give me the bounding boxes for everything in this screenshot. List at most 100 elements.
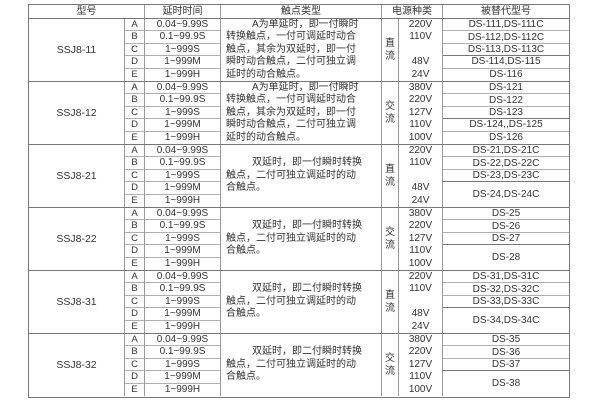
row-letter: A — [125, 334, 144, 347]
voltage-value: 110V — [409, 119, 432, 131]
power-type: 交流 — [385, 101, 395, 125]
row-letter: A — [125, 19, 144, 32]
replaced-model-column: DS-111,DS-111C DS-112,DS-112C DS-113,DS-11… — [443, 19, 569, 81]
contact-line: 合触点。 — [226, 371, 266, 383]
voltage-value: 100V — [408, 257, 433, 269]
power-type-column: 交流 — [382, 334, 399, 396]
contact-line: 合触点。 — [226, 308, 266, 320]
row-letter: C — [125, 44, 144, 57]
delay-value: 1~999M — [145, 182, 220, 195]
model-column: SSJ8-31 — [29, 271, 125, 333]
replaced-model: DS-31,DS-31C — [443, 271, 569, 284]
voltage-value: 127V — [408, 106, 433, 118]
contact-line: 触点，二付可独立调延时的动 — [226, 358, 356, 370]
voltage-value — [399, 44, 442, 56]
row-letter: B — [125, 157, 144, 170]
delay-value: 0.1~99.9S — [145, 157, 220, 170]
replaced-model: DS-126 — [489, 132, 523, 144]
row-letter: B — [125, 346, 144, 359]
replaced-model: DS-116 — [489, 69, 523, 81]
model-group: SSJ8-31 A B C D E 0.04~9.99S 0.1~99.9S 1~999S 1~9… — [29, 271, 569, 334]
contact-line: 合触点。 — [226, 182, 266, 194]
model-column: SSJ8-22 — [29, 208, 125, 270]
contact-line: 触点，其余为双延时，即一付 — [226, 43, 356, 55]
contact-line: 双延时，即二付瞬时转换 — [252, 346, 362, 358]
contact-line: 双延时，即一付瞬时转换 — [252, 220, 362, 232]
voltage-value: 380V — [408, 208, 433, 219]
delay-value: 0.1~99.9S — [145, 346, 220, 359]
delay-value: 1~999S — [145, 170, 220, 183]
model-cell: SSJ8-21 — [56, 170, 97, 182]
voltage-value: 380V — [408, 82, 433, 93]
voltage-value: 24V — [411, 320, 430, 332]
contact-line: 触点，二付可独立调延时的动 — [226, 295, 356, 307]
delay-column: 0.04~9.99S 0.1~99.9S 1~999S 1~999M 1~999H — [145, 82, 221, 144]
voltage-value: 48V — [411, 56, 430, 68]
replaced-model: DS-24,DS-24C — [472, 189, 540, 201]
row-letter: E — [131, 383, 138, 395]
power-type: 直流 — [385, 164, 395, 188]
power-type: 交流 — [385, 353, 395, 377]
voltage-column: 380V 220V 127V 110V 100V — [399, 208, 443, 270]
contact-description: 双延时，即二付瞬时转换 触点，二付可独立调延时的动 合触点。 — [221, 334, 382, 396]
voltage-value: 220V — [408, 271, 433, 282]
delay-value: 1~999S — [145, 44, 220, 57]
delay-value: 1~999S — [145, 233, 220, 246]
row-letter: B — [125, 94, 144, 107]
header-contact: 触点类型 — [221, 5, 382, 18]
row-letter: C — [125, 233, 144, 246]
replaced-model: DS-35 — [443, 334, 569, 347]
replaced-model: DS-37 — [443, 359, 569, 372]
row-letter: E — [131, 131, 138, 143]
row-letter: D — [125, 56, 144, 69]
row-letter: D — [125, 182, 144, 195]
row-letter: C — [125, 107, 144, 120]
contact-line: 双延时，即二付瞬时转换 — [252, 283, 362, 295]
table-header: 型号 延时时间 触点类型 电源种类 被替代型号 — [29, 5, 569, 19]
voltage-column: 220V 110V 48V 24V — [399, 145, 443, 207]
contact-line: 触点，其余为双延时，即一付 — [226, 106, 356, 118]
replaced-model: DS-21,DS-21C — [443, 145, 569, 158]
replaced-model: DS-25 — [443, 208, 569, 221]
delay-column: 0.04~9.99S 0.1~99.9S 1~999S 1~999M 1~999H — [145, 19, 221, 81]
replaced-model-column: DS-21,DS-21C DS-22,DS-22C DS-23,DS-23C DS-2… — [443, 145, 569, 207]
delay-value: 1~999H — [164, 257, 201, 269]
power-type-column: 交流 — [382, 82, 399, 144]
table-body: SSJ8-11 A B C D E 0.04~9.99S 0.1~99.9S 1~999S 1~9… — [29, 19, 569, 397]
delay-value: 0.04~9.99S — [145, 334, 220, 347]
delay-value: 1~999S — [145, 359, 220, 372]
voltage-column: 380V 220V 127V 110V 100V — [399, 334, 443, 396]
contact-line: 延时的动合触点。 — [226, 131, 306, 143]
voltage-value: 48V — [411, 182, 430, 194]
voltage-value: 220V — [408, 346, 433, 358]
replaced-model: DS-112,DS-112C — [443, 31, 569, 44]
contact-line: 触点，二付可独立调延时的动 — [226, 232, 356, 244]
row-letter: C — [125, 170, 144, 183]
row-letter: D — [125, 308, 144, 321]
header-replaced: 被替代型号 — [481, 6, 531, 17]
replaced-model: DS-26 — [443, 220, 569, 233]
voltage-value: 127V — [408, 358, 433, 370]
voltage-column: 220V 110V 48V 24V — [399, 19, 443, 81]
contact-description: 双延时，即一付瞬时转换 触点，二付可独立调延时的动 合触点。 — [221, 208, 382, 270]
power-type-column: 交流 — [382, 208, 399, 270]
replaced-model: DS-33,DS-33C — [443, 296, 569, 309]
voltage-value: 110V — [409, 31, 432, 43]
delay-value: 0.1~99.9S — [145, 31, 220, 44]
model-column: SSJ8-21 — [29, 145, 125, 207]
row-letter: A — [125, 145, 144, 158]
delay-column: 0.04~9.99S 0.1~99.9S 1~999S 1~999M 1~999H — [145, 145, 221, 207]
model-cell: SSJ8-22 — [56, 233, 97, 245]
header-delay: 延时时间 — [145, 5, 221, 18]
voltage-value: 24V — [411, 68, 430, 80]
row-letter: B — [125, 31, 144, 44]
delay-value: 0.04~9.99S — [145, 208, 220, 221]
row-letter: B — [125, 220, 144, 233]
delay-value: 0.04~9.99S — [145, 145, 220, 158]
replaced-model: DS-124,,DS-125 — [443, 119, 569, 132]
contact-line: 双延时，即一付瞬时转换 — [252, 157, 362, 169]
model-group: SSJ8-22 A B C D E 0.04~9.99S 0.1~99.9S 1~999S 1~9… — [29, 208, 569, 271]
